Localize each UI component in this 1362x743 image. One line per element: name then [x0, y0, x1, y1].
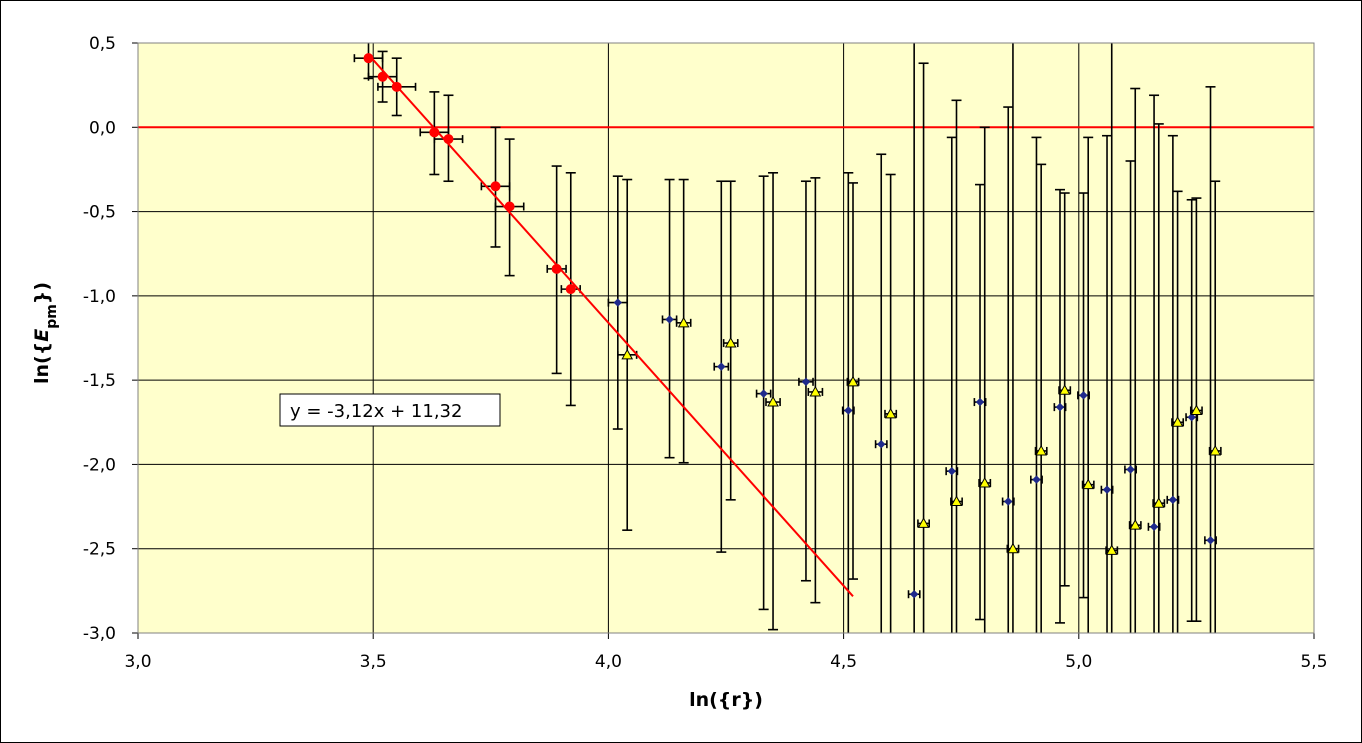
data-point-triangle [1209, 444, 1222, 456]
data-point-circle [443, 134, 454, 145]
trendline [367, 53, 854, 597]
data-point-circle [504, 201, 515, 212]
data-point-triangle [1058, 384, 1071, 395]
data-point-triangle [917, 517, 930, 528]
y-axis-title: ln({Epm}) [31, 282, 60, 384]
data-point-diamond [1055, 402, 1065, 412]
data-point-circle [391, 81, 402, 92]
data-point-diamond [1032, 475, 1041, 484]
data-point-triangle [978, 476, 991, 488]
data-point-circle [565, 284, 576, 295]
data-point-triangle [1152, 497, 1165, 508]
y-tick-label: -1,5 [83, 371, 116, 391]
data-point-triangle [884, 407, 897, 419]
error-bars [353, 43, 1222, 633]
data-point-diamond [1206, 536, 1215, 545]
data-point-diamond [1079, 391, 1088, 400]
data-point-circle [429, 127, 440, 138]
data-point-diamond [717, 362, 726, 371]
data-point-circle [377, 71, 388, 82]
data-point-triangle [1082, 478, 1095, 490]
y-axis-title-pre: ln({ [31, 342, 53, 384]
data-point-diamond [1168, 495, 1178, 505]
data-point-diamond [665, 315, 674, 324]
y-axis-title-post: }) [31, 282, 53, 304]
trendline-equation: y = -3,12x + 11,32 [290, 401, 462, 422]
data-point-diamond [801, 377, 811, 387]
y-tick-label: -2,0 [83, 455, 116, 475]
data-point-triangle [724, 337, 737, 348]
data-point-diamond [877, 439, 886, 449]
data-point-triangle [1190, 404, 1203, 415]
data-point-circle [490, 181, 501, 192]
y-tick-label: 0,0 [89, 118, 116, 138]
data-point-diamond [1004, 497, 1013, 506]
data-point-diamond [947, 466, 956, 476]
data-point-circle [363, 53, 374, 64]
data-point-triangle [767, 396, 779, 407]
data-point-triangle [621, 348, 634, 360]
trendline-segment [367, 53, 854, 597]
y-tick-labels: 0,5 0,0 -0,5 -1,0 -1,5 -2,0 -2,5 -3,0 [83, 34, 116, 644]
data-point-diamond [1149, 522, 1159, 532]
data-point-diamond [1102, 485, 1112, 494]
data-point-diamond [613, 298, 623, 307]
x-tick-label: 4,5 [830, 652, 857, 672]
x-tick-label: 3,5 [360, 652, 387, 672]
x-axis-title: ln({r}) [689, 689, 763, 711]
data-point-circle [551, 263, 562, 274]
plot-area [138, 43, 1314, 633]
y-tick-label: -3,0 [83, 624, 116, 644]
data-point-triangle [847, 375, 859, 387]
y-tick-label: -0,5 [83, 203, 116, 223]
data-point-diamond [1126, 465, 1135, 474]
x-tick-label: 3,0 [124, 652, 151, 672]
data-point-diamond [909, 590, 919, 599]
trendline-equation-box: y = -3,12x + 11,32 [279, 393, 501, 427]
data-point-triangle [809, 385, 822, 397]
data-point-triangle [1035, 444, 1048, 456]
data-point-diamond [844, 406, 853, 415]
x-tick-label: 4,0 [595, 652, 622, 672]
y-tick-label: -2,5 [83, 540, 116, 560]
x-tick-labels: 3,0 3,5 4,0 4,5 5,0 5,5 [124, 652, 1327, 672]
data-point-triangle [1105, 544, 1118, 555]
data-point-diamond [1187, 413, 1196, 422]
y-tick-label: 0,5 [89, 34, 116, 54]
x-tick-label: 5,5 [1300, 652, 1327, 672]
data-markers [363, 53, 1222, 599]
plot-border [137, 42, 1315, 634]
data-point-triangle [677, 316, 690, 328]
data-point-triangle [1129, 519, 1142, 530]
data-point-triangle [1007, 542, 1019, 554]
y-axis-title-sub: pm [44, 304, 60, 329]
data-point-triangle [1171, 416, 1184, 427]
y-axis-title-italic: E [31, 329, 53, 342]
x-tick-label: 5,0 [1065, 652, 1092, 672]
data-point-diamond [975, 397, 985, 407]
data-point-diamond [759, 389, 768, 398]
y-tick-label: -1,0 [83, 287, 116, 307]
equation-box-frame [279, 393, 501, 427]
data-point-triangle [950, 495, 963, 507]
